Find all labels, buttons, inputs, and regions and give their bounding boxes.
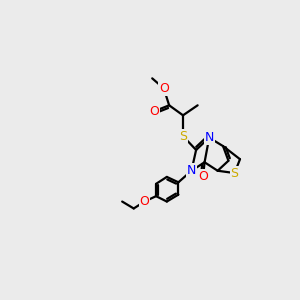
Text: N: N	[187, 164, 196, 177]
Text: O: O	[140, 195, 149, 208]
Text: O: O	[198, 170, 208, 183]
Text: O: O	[149, 105, 159, 118]
Text: S: S	[179, 130, 187, 142]
Text: O: O	[159, 82, 169, 95]
Text: N: N	[205, 131, 214, 144]
Text: S: S	[231, 167, 239, 180]
